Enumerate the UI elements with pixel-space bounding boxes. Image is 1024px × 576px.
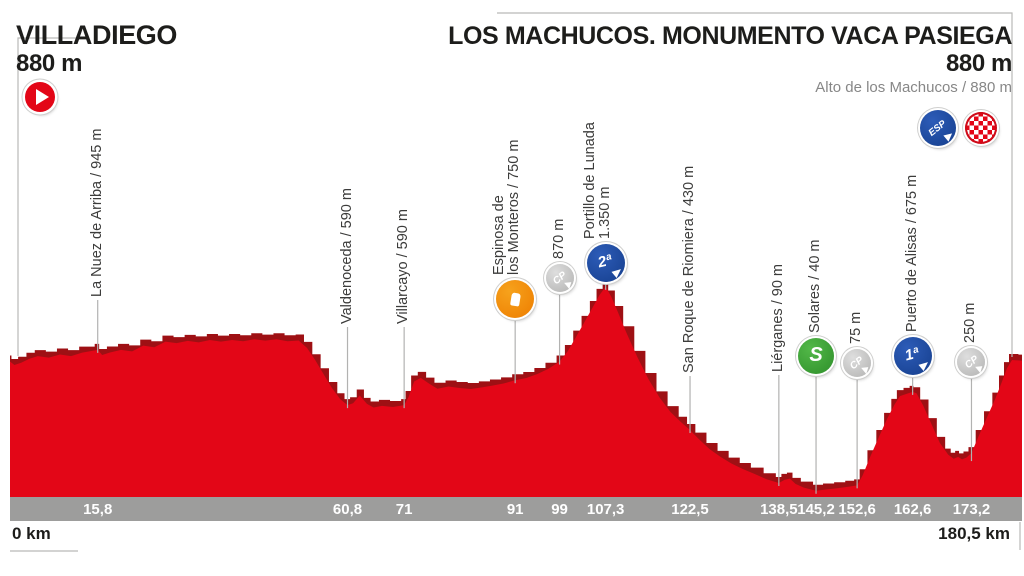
cota-de-paso-icon: CP	[545, 264, 574, 292]
landmark-label: La Nuez de Arriba / 945 m	[88, 128, 105, 297]
finish-climb-note: Alto de los Machucos / 880 m	[815, 79, 1012, 96]
landmark-label-line: 1.350 m	[596, 186, 613, 239]
km-tick: 162,6	[893, 501, 932, 518]
start-town-title: VILLADIEGO	[16, 20, 178, 50]
icon-label: S	[809, 343, 823, 366]
km-tick: 145,2	[797, 501, 835, 518]
landmark-label-line: Solares / 40 m	[807, 239, 824, 334]
km-tick: 15,8	[83, 501, 113, 518]
finish-elevation: 880 m	[945, 50, 1012, 77]
km-tick: 138,5	[760, 501, 798, 518]
landmark-label: Liérganes / 90 m	[769, 263, 786, 372]
landmark-label: San Roque de Riomiera / 430 m	[681, 165, 698, 373]
landmark-label-line: Villarcayo / 590 m	[395, 209, 412, 324]
km-tick: 122,5	[671, 501, 709, 518]
landmark-label-line: La Nuez de Arriba / 945 m	[88, 128, 105, 297]
finish-flag-icon	[965, 112, 997, 144]
landmark-label-line: 250 m	[962, 302, 979, 343]
landmark-label-line: Valdenoceda / 590 m	[338, 188, 355, 324]
finish-frame-bracket	[497, 12, 1013, 357]
start-frame-bracket	[17, 37, 76, 356]
cota-de-paso-icon: CP	[957, 348, 986, 376]
km-tick: 60,8	[332, 501, 363, 518]
axis-origin-label: 0 km	[12, 524, 51, 543]
landmark-label-line: Portillo de Lunada	[581, 122, 598, 239]
start-elevation: 880 m	[16, 50, 83, 77]
km-tick: 173,2	[952, 501, 991, 518]
axis-end-label: 180,5 km	[938, 524, 1010, 543]
km-axis-bar	[10, 497, 1022, 521]
icon-label: 2ª	[595, 251, 614, 272]
landmark-label-line: 75 m	[848, 311, 865, 344]
km-tick: 91	[506, 501, 524, 518]
landmark-label: 250 m	[962, 302, 979, 343]
landmark-label: Espinosa de los Monteros / 750 m	[491, 139, 523, 275]
landmark-label-line: Espinosa de	[491, 195, 508, 275]
km-tick: 99	[551, 501, 568, 518]
play-triangle-icon	[36, 89, 49, 105]
landmark-label: Solares / 40 m	[807, 239, 824, 334]
intermediate-sprint-icon: S	[798, 338, 835, 374]
landmark-label-line: Liérganes / 90 m	[769, 263, 786, 372]
landmark-label-line: 870 m	[550, 218, 567, 259]
km-tick: 107,3	[586, 501, 625, 518]
landmark-label-line: los Monteros / 750 m	[506, 139, 523, 275]
icon-label: 1ª	[902, 344, 921, 365]
landmark-label: 75 m	[848, 311, 865, 344]
category-2-climb-icon: 2ª	[586, 244, 625, 282]
landmark-label: Valdenoceda / 590 m	[338, 188, 355, 324]
cota-de-paso-icon: CP	[843, 349, 872, 377]
landmark-label-line: Puerto de Alisas / 675 m	[903, 174, 920, 332]
especial-climb-icon: ESP	[920, 110, 956, 146]
finish-town-title: LOS MACHUCOS. MONUMENTO VACA PASIEGA	[448, 22, 1012, 50]
category-1-climb-icon: 1ª	[893, 337, 932, 375]
landmark-label-line: San Roque de Riomiera / 430 m	[681, 165, 698, 373]
landmark-label: Portillo de Lunada 1.350 m	[581, 122, 613, 239]
feed-zone-icon	[496, 280, 535, 318]
musette-glyph	[509, 291, 521, 307]
landmark-label: 870 m	[550, 218, 567, 259]
landmark-label: Puerto de Alisas / 675 m	[903, 174, 920, 332]
km-tick: 152,6	[838, 501, 876, 518]
km-tick: 71	[395, 501, 413, 518]
landmark-label: Villarcayo / 590 m	[395, 209, 412, 324]
elevation-profile-area	[10, 286, 1022, 498]
start-play-icon	[25, 82, 55, 112]
